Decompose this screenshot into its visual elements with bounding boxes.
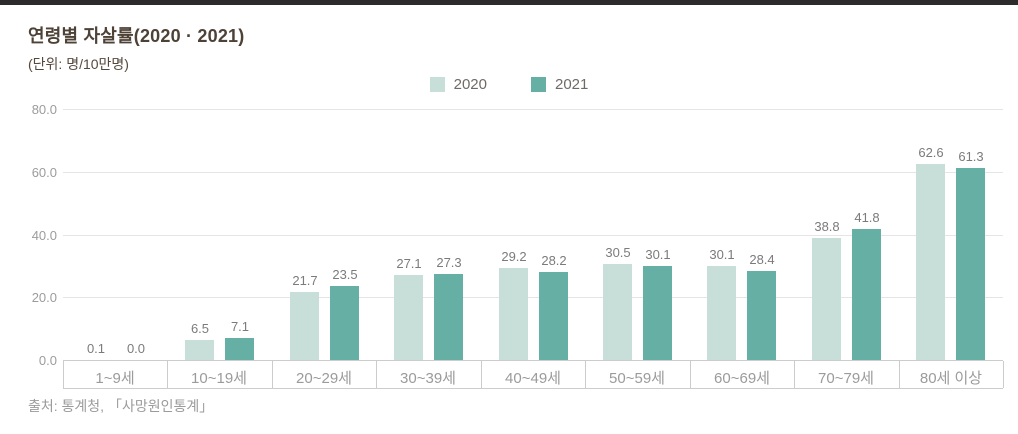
legend-label-2021: 2021	[555, 76, 589, 93]
bar-value-2021: 28.2	[541, 253, 567, 268]
chart-legend: 2020 2021	[0, 76, 1018, 93]
x-axis-separator	[899, 361, 900, 388]
bar-2021	[225, 338, 254, 360]
y-axis-tick-label: 60.0	[31, 165, 57, 180]
x-axis-separator	[63, 361, 64, 388]
gridline-20	[63, 297, 1003, 298]
bar-2021	[330, 286, 359, 360]
gridline-60	[63, 172, 1003, 173]
bar-value-2021: 0.0	[126, 341, 146, 356]
legend-item-2020: 2020	[429, 76, 487, 93]
x-axis-separator	[272, 361, 273, 388]
y-axis-tick-label: 80.0	[31, 102, 57, 117]
source-caption: 출처: 통계청, 「사망원인통계」	[28, 398, 214, 414]
bar-2020	[707, 266, 736, 360]
legend-label-2020: 2020	[453, 76, 487, 93]
bar-value-2020: 30.5	[605, 245, 631, 260]
bar-value-2021: 7.1	[230, 319, 250, 334]
legend-swatch-2021	[531, 77, 546, 92]
x-axis-category-label: 1~9세	[95, 370, 135, 387]
bar-2021	[852, 229, 881, 360]
y-axis-tick-label: 0.0	[38, 353, 57, 368]
bar-2020	[499, 268, 528, 360]
legend-swatch-2020	[429, 77, 445, 92]
y-axis-tick-label: 20.0	[31, 290, 57, 305]
x-axis-separator	[585, 361, 586, 388]
x-axis-category-label: 30~39세	[400, 370, 456, 387]
x-axis-category-label: 50~59세	[609, 370, 665, 387]
x-axis-category-label: 70~79세	[818, 370, 874, 387]
x-axis-separator	[167, 361, 168, 388]
bar-2021	[643, 266, 672, 360]
bar-value-2020: 6.5	[190, 321, 210, 336]
x-axis-baseline	[63, 360, 1003, 361]
bar-value-2021: 30.1	[645, 247, 671, 262]
x-axis-separator	[481, 361, 482, 388]
x-axis-category-label: 80세 이상	[919, 370, 983, 387]
bar-2020	[812, 238, 841, 360]
bar-2020	[603, 264, 632, 360]
bar-2021	[956, 168, 985, 360]
top-window-strip	[0, 0, 1018, 5]
bar-value-2020: 29.2	[501, 249, 527, 264]
x-axis-separator	[376, 361, 377, 388]
gridline-80	[63, 109, 1003, 110]
bar-2020	[185, 340, 214, 360]
x-axis-band-bottom	[63, 388, 1003, 389]
bar-value-2021: 27.3	[436, 255, 462, 270]
bar-2021	[747, 271, 776, 360]
bar-value-2021: 41.8	[854, 210, 880, 225]
bar-value-2020: 62.6	[918, 145, 944, 160]
x-axis-separator	[690, 361, 691, 388]
bar-2020	[394, 275, 423, 360]
bar-2020	[290, 292, 319, 360]
gridline-40	[63, 235, 1003, 236]
bar-value-2021: 23.5	[332, 267, 358, 282]
bar-2021	[434, 274, 463, 360]
chart-unit-label: (단위: 명/10만명)	[28, 56, 129, 72]
x-axis-separator	[1003, 361, 1004, 388]
bar-value-2020: 0.1	[86, 341, 106, 356]
x-axis-category-label: 60~69세	[714, 370, 770, 387]
legend-item-2021: 2021	[531, 76, 588, 93]
bar-2021	[539, 272, 568, 360]
bar-2020	[916, 164, 945, 360]
bar-value-2020: 38.8	[814, 219, 840, 234]
bar-value-2021: 61.3	[958, 149, 984, 164]
x-axis-category-label: 20~29세	[296, 370, 352, 387]
x-axis-separator	[794, 361, 795, 388]
chart-title: 연령별 자살률(2020 · 2021)	[28, 26, 245, 46]
bar-value-2020: 27.1	[396, 256, 422, 271]
x-axis-category-label: 40~49세	[505, 370, 561, 387]
y-axis-tick-label: 40.0	[31, 228, 57, 243]
bar-value-2020: 21.7	[292, 273, 318, 288]
bar-value-2020: 30.1	[709, 247, 735, 262]
x-axis-category-label: 10~19세	[191, 370, 247, 387]
bar-value-2021: 28.4	[749, 252, 775, 267]
